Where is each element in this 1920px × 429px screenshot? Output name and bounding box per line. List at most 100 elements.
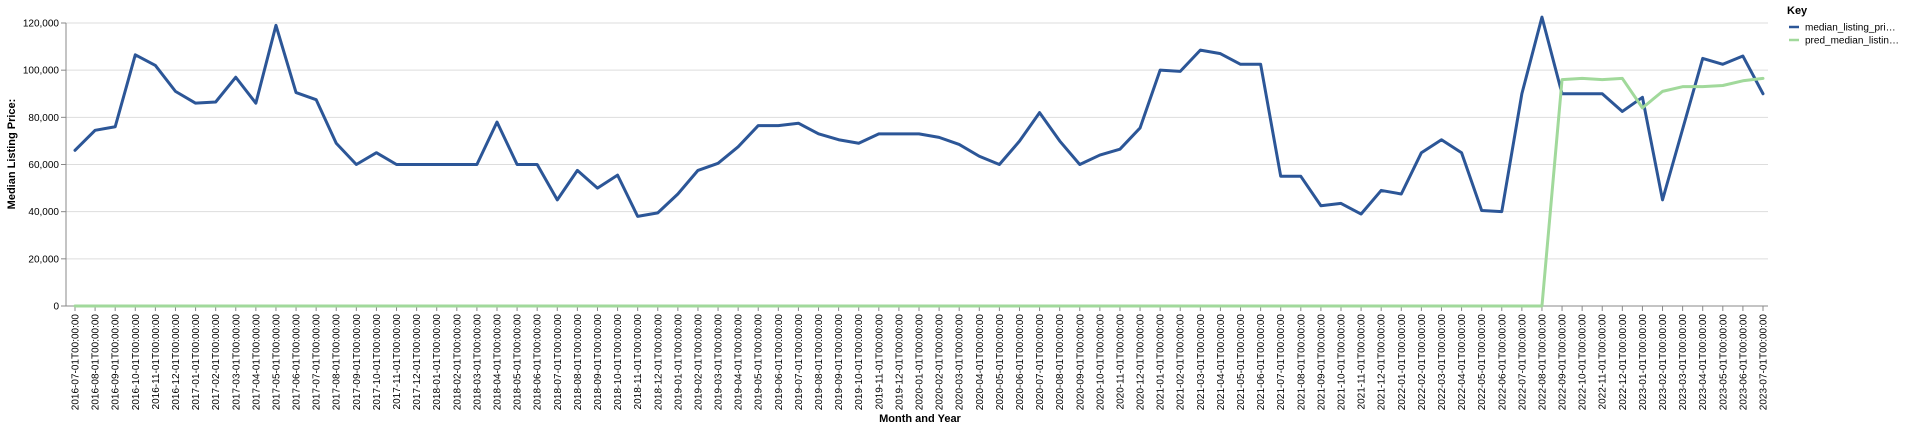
x-tick-label: 2022-07-01T00:00:00 <box>1517 314 1528 411</box>
x-tick-label: 2018-10-01T00:00:00 <box>613 314 624 411</box>
x-axis: 2016-07-01T00:00:00 2016-08-01T00:00:00 20… <box>66 305 1770 411</box>
x-tick-label: 2022-03-01T00:00:00 <box>1437 314 1448 411</box>
x-tick-label: 2019-08-01T00:00:00 <box>814 314 825 411</box>
x-tick-label: 2021-08-01T00:00:00 <box>1296 314 1307 411</box>
x-tick-label: 2017-10-01T00:00:00 <box>372 314 383 411</box>
x-tick-label: 2018-06-01T00:00:00 <box>533 314 544 411</box>
y-tick-label: 80,000 <box>28 113 59 124</box>
y-tick-label: 60,000 <box>28 160 59 171</box>
x-tick-label: 2018-11-01T00:00:00 <box>633 314 644 410</box>
x-tick-label: 2022-12-01T00:00:00 <box>1618 314 1629 411</box>
x-tick-label: 2017-06-01T00:00:00 <box>292 314 303 411</box>
x-tick-label: 2018-05-01T00:00:00 <box>513 314 524 411</box>
x-tick-label: 2017-05-01T00:00:00 <box>271 314 282 411</box>
x-tick-label: 2020-10-01T00:00:00 <box>1095 314 1106 411</box>
x-tick-label: 2018-03-01T00:00:00 <box>472 314 483 411</box>
series-layer <box>73 15 1765 308</box>
gridlines <box>66 22 1768 307</box>
x-tick-label: 2019-05-01T00:00:00 <box>754 314 765 411</box>
x-tick-label: 2016-08-01T00:00:00 <box>91 314 102 411</box>
x-tick-label: 2020-08-01T00:00:00 <box>1055 314 1066 411</box>
x-tick-label: 2020-05-01T00:00:00 <box>995 314 1006 411</box>
x-tick-label: 2019-06-01T00:00:00 <box>774 314 785 411</box>
x-tick-label: 2016-12-01T00:00:00 <box>171 314 182 411</box>
x-tick-label: 2020-11-01T00:00:00 <box>1115 314 1126 410</box>
x-tick-label: 2022-06-01T00:00:00 <box>1497 314 1508 411</box>
x-tick-label: 2018-09-01T00:00:00 <box>593 314 604 411</box>
x-tick-label: 2020-09-01T00:00:00 <box>1075 314 1086 411</box>
x-tick-label: 2017-11-01T00:00:00 <box>392 314 403 410</box>
x-tick-label: 2019-04-01T00:00:00 <box>734 314 745 411</box>
x-tick-label: 2020-02-01T00:00:00 <box>935 314 946 411</box>
x-tick-label: 2019-03-01T00:00:00 <box>714 314 725 411</box>
y-tick-label: 100,000 <box>23 66 60 77</box>
x-tick-label: 2020-04-01T00:00:00 <box>975 314 986 411</box>
x-tick-label: 2017-04-01T00:00:00 <box>251 314 262 411</box>
x-tick-label: 2017-09-01T00:00:00 <box>352 314 363 411</box>
y-axis: 0 20,000 40,000 60,000 80,000 100,000 120,000 <box>23 19 67 313</box>
x-tick-label: 2019-09-01T00:00:00 <box>834 314 845 411</box>
x-tick-label: 2018-04-01T00:00:00 <box>493 314 504 411</box>
x-tick-label: 2018-01-01T00:00:00 <box>432 314 443 411</box>
x-tick-label: 2023-07-01T00:00:00 <box>1759 314 1770 411</box>
x-tick-label: 2018-12-01T00:00:00 <box>653 314 664 411</box>
x-tick-label: 2017-01-01T00:00:00 <box>191 314 202 411</box>
x-tick-label: 2016-09-01T00:00:00 <box>111 314 122 411</box>
x-tick-label: 2023-06-01T00:00:00 <box>1738 314 1749 411</box>
x-tick-label: 2023-03-01T00:00:00 <box>1678 314 1689 411</box>
x-tick-label: 2022-01-01T00:00:00 <box>1397 314 1408 411</box>
x-tick-label: 2016-07-01T00:00:00 <box>71 314 82 411</box>
x-tick-label: 2021-02-01T00:00:00 <box>1176 314 1187 411</box>
x-tick-label: 2022-02-01T00:00:00 <box>1417 314 1428 411</box>
x-tick-label: 2020-07-01T00:00:00 <box>1035 314 1046 411</box>
x-tick-label: 2020-06-01T00:00:00 <box>1015 314 1026 411</box>
x-tick-label: 2021-01-01T00:00:00 <box>1156 314 1167 411</box>
x-tick-label: 2017-03-01T00:00:00 <box>231 314 242 411</box>
y-tick-label: 0 <box>53 302 59 313</box>
x-tick-label: 2022-11-01T00:00:00 <box>1598 314 1609 410</box>
x-tick-label: 2021-10-01T00:00:00 <box>1337 314 1348 411</box>
x-tick-label: 2019-12-01T00:00:00 <box>894 314 905 411</box>
x-tick-label: 2021-06-01T00:00:00 <box>1256 314 1267 411</box>
x-tick-label: 2016-11-01T00:00:00 <box>151 314 162 410</box>
x-tick-label: 2021-05-01T00:00:00 <box>1236 314 1247 411</box>
x-tick-label: 2022-09-01T00:00:00 <box>1558 314 1569 411</box>
x-tick-label: 2019-11-01T00:00:00 <box>874 314 885 410</box>
x-tick-label: 2021-11-01T00:00:00 <box>1357 314 1368 410</box>
x-tick-label: 2020-01-01T00:00:00 <box>915 314 926 411</box>
y-tick-label: 40,000 <box>28 207 59 218</box>
legend-title: Key <box>1787 5 1808 17</box>
x-tick-label: 2020-03-01T00:00:00 <box>955 314 966 411</box>
x-tick-label: 2020-12-01T00:00:00 <box>1136 314 1147 411</box>
x-tick-label: 2019-10-01T00:00:00 <box>854 314 865 411</box>
x-tick-label: 2021-07-01T00:00:00 <box>1276 314 1287 411</box>
x-tick-label: 2022-05-01T00:00:00 <box>1477 314 1488 411</box>
x-tick-label: 2019-07-01T00:00:00 <box>794 314 805 411</box>
x-tick-label: 2018-08-01T00:00:00 <box>573 314 584 411</box>
x-tick-label: 2023-02-01T00:00:00 <box>1658 314 1669 411</box>
legend: Key median_listing_pri… pred_median_listi… <box>1787 5 1899 47</box>
legend-label-1: pred_median_listin… <box>1805 36 1899 47</box>
y-axis-title: Median Listing Price: <box>6 99 18 210</box>
x-tick-label: 2023-04-01T00:00:00 <box>1698 314 1709 411</box>
x-tick-label: 2017-08-01T00:00:00 <box>332 314 343 411</box>
x-tick-label: 2017-02-01T00:00:00 <box>211 314 222 411</box>
x-axis-title: Month and Year <box>879 413 961 425</box>
x-tick-label: 2021-04-01T00:00:00 <box>1216 314 1227 411</box>
x-tick-label: 2023-01-01T00:00:00 <box>1638 314 1649 411</box>
x-tick-label: 2022-10-01T00:00:00 <box>1578 314 1589 411</box>
x-tick-label: 2018-02-01T00:00:00 <box>452 314 463 411</box>
x-tick-label: 2021-03-01T00:00:00 <box>1196 314 1207 411</box>
x-tick-label: 2021-09-01T00:00:00 <box>1316 314 1327 411</box>
x-tick-label: 2022-04-01T00:00:00 <box>1457 314 1468 411</box>
x-tick-label: 2017-12-01T00:00:00 <box>412 314 423 411</box>
series-line-0 <box>73 15 1765 218</box>
x-tick-label: 2016-10-01T00:00:00 <box>131 314 142 411</box>
x-tick-label: 2018-07-01T00:00:00 <box>553 314 564 411</box>
y-tick-label: 20,000 <box>28 254 59 265</box>
x-tick-label: 2021-12-01T00:00:00 <box>1377 314 1388 411</box>
x-tick-label: 2019-01-01T00:00:00 <box>673 314 684 411</box>
x-tick-label: 2017-07-01T00:00:00 <box>312 314 323 411</box>
x-tick-label: 2022-08-01T00:00:00 <box>1537 314 1548 411</box>
